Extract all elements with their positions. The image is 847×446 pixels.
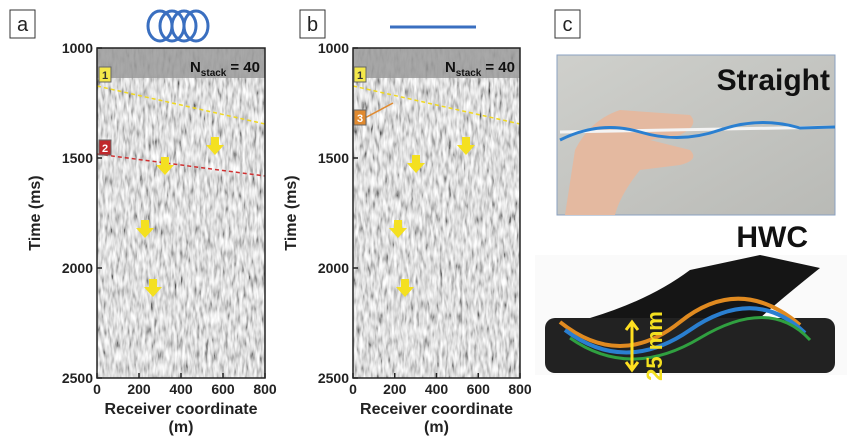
- seismic-image: [353, 48, 520, 378]
- panel-label-box: [554, 9, 581, 39]
- arrow: [156, 157, 174, 175]
- stack-subscript: stack: [201, 68, 227, 79]
- panel-label: b: [307, 14, 318, 36]
- event-line: [96, 153, 266, 177]
- stack-symbol: N: [445, 59, 456, 76]
- arrow: [206, 137, 224, 155]
- arrow: [407, 155, 425, 173]
- x-axis-label: Receiver coordinate: [360, 401, 513, 418]
- event-marker-box: [353, 109, 367, 126]
- panel-label-box: [299, 9, 326, 39]
- stack-text: = 40: [230, 59, 260, 76]
- y-tick-label: 1500: [318, 150, 349, 166]
- arrow: [144, 279, 162, 297]
- x-tick-label: 400: [169, 381, 193, 397]
- photo-hwc: [535, 255, 847, 375]
- arrow: [136, 220, 154, 238]
- scale-label: 25 mm: [642, 311, 667, 381]
- x-tick-label: 0: [349, 381, 357, 397]
- x-tick-label: 800: [508, 381, 532, 397]
- x-tick-label: 600: [211, 381, 235, 397]
- seismic-top: [353, 48, 520, 78]
- photo-caption: Straight: [717, 64, 830, 97]
- panel-label: c: [563, 14, 573, 36]
- panel-label: a: [17, 14, 29, 36]
- event-marker-box: [98, 139, 112, 156]
- y-tick-label: 1000: [62, 40, 93, 56]
- event-marker: 3: [357, 113, 363, 125]
- panel-label-box: [9, 9, 36, 39]
- coil-icon: [146, 9, 210, 43]
- x-tick-label: 400: [425, 381, 449, 397]
- x-tick-label: 200: [383, 381, 407, 397]
- event-line: [352, 85, 521, 125]
- photo-straight: [556, 54, 836, 216]
- arrow: [396, 279, 414, 297]
- seismic-top: [97, 48, 265, 78]
- x-axis-label: (m): [169, 419, 194, 436]
- stack-subscript: stack: [456, 68, 482, 79]
- x-axis-label: Receiver coordinate: [105, 401, 258, 418]
- x-tick-label: 0: [93, 381, 101, 397]
- stack-annotation: Nstack = 40: [445, 59, 515, 79]
- x-tick-label: 200: [127, 381, 151, 397]
- event-marker-box: [98, 66, 112, 83]
- seismic-image: [97, 48, 265, 378]
- event-marker: 1: [357, 70, 363, 82]
- arrow: [457, 137, 475, 155]
- x-axis-label: (m): [424, 419, 449, 436]
- x-tick-label: 800: [253, 381, 277, 397]
- y-tick-label: 2000: [318, 260, 349, 276]
- x-tick-label: 600: [467, 381, 491, 397]
- y-axis-label: Time (ms): [27, 175, 44, 250]
- y-tick-label: 2500: [62, 370, 93, 386]
- event-marker: 2: [102, 143, 108, 155]
- y-axis-label: Time (ms): [283, 175, 300, 250]
- photo-caption: HWC: [736, 221, 808, 254]
- y-tick-label: 1500: [62, 150, 93, 166]
- y-tick-label: 1000: [318, 40, 349, 56]
- stack-symbol: N: [190, 59, 201, 76]
- y-tick-label: 2500: [318, 370, 349, 386]
- y-tick-label: 2000: [62, 260, 93, 276]
- stack-annotation: Nstack = 40: [190, 59, 260, 79]
- event-line: [96, 85, 266, 125]
- event-marker-box: [353, 66, 367, 83]
- event-marker: 1: [102, 70, 108, 82]
- stack-text: = 40: [485, 59, 515, 76]
- arrow: [389, 220, 407, 238]
